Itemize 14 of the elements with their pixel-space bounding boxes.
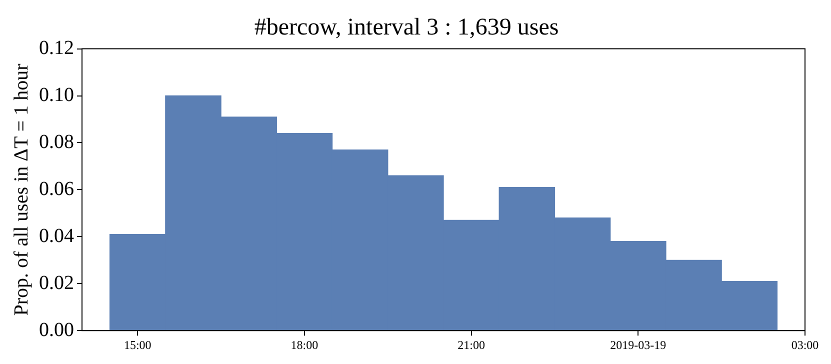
x-tick-label: 03:00 — [791, 338, 819, 352]
x-tick-label: 21:00 — [458, 338, 485, 352]
x-tick-label: 2019-03-19 — [610, 338, 666, 352]
y-tick-label: 0.06 — [39, 178, 74, 200]
y-tick-label: 0.08 — [39, 130, 74, 153]
x-tick-label: 15:00 — [124, 338, 152, 352]
x-tick-label: 18:00 — [290, 338, 318, 352]
y-tick-label: 0.04 — [39, 224, 74, 247]
chart-title: #bercow, interval 3 : 1,639 uses — [254, 14, 559, 41]
y-tick-label: 0.10 — [39, 84, 74, 106]
y-tick-label: 0.12 — [39, 37, 74, 60]
y-axis-title: Prop. of all uses in ΔT = 1 hour — [10, 63, 32, 316]
y-tick-label: 0.00 — [39, 318, 74, 341]
y-tick-label: 0.02 — [39, 272, 74, 294]
